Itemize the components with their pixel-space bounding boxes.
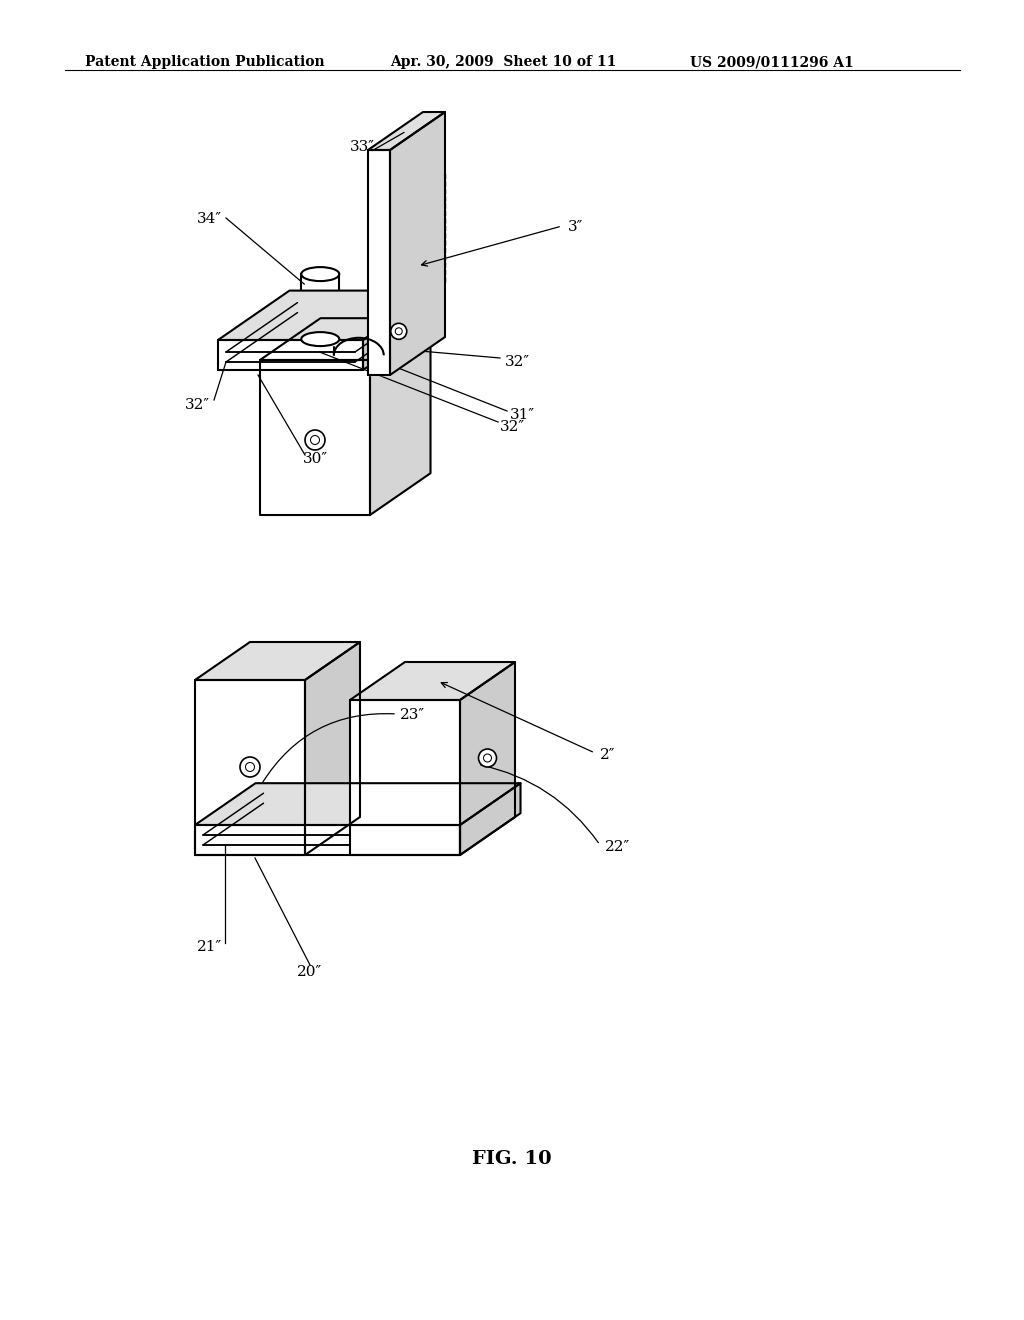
- Text: 23″: 23″: [400, 708, 425, 722]
- Text: 22″: 22″: [605, 840, 630, 854]
- Circle shape: [240, 756, 260, 777]
- Circle shape: [478, 748, 497, 767]
- Text: 21″: 21″: [197, 940, 222, 954]
- Ellipse shape: [301, 333, 339, 346]
- Polygon shape: [195, 642, 360, 680]
- Polygon shape: [460, 663, 515, 855]
- Polygon shape: [362, 290, 434, 370]
- Polygon shape: [218, 341, 362, 370]
- Text: 2″: 2″: [600, 748, 615, 762]
- Text: 32″: 32″: [505, 355, 530, 370]
- Text: Apr. 30, 2009  Sheet 10 of 11: Apr. 30, 2009 Sheet 10 of 11: [390, 55, 616, 69]
- Text: 33″: 33″: [349, 140, 375, 154]
- Polygon shape: [370, 318, 430, 515]
- Polygon shape: [195, 680, 305, 855]
- Polygon shape: [305, 642, 360, 855]
- Polygon shape: [260, 318, 430, 360]
- Polygon shape: [368, 150, 390, 375]
- Circle shape: [305, 430, 325, 450]
- Ellipse shape: [301, 267, 339, 281]
- Text: 34″: 34″: [197, 213, 222, 226]
- Text: 32″: 32″: [500, 420, 525, 434]
- Text: 20″: 20″: [297, 965, 323, 979]
- Polygon shape: [260, 360, 370, 515]
- Text: US 2009/0111296 A1: US 2009/0111296 A1: [690, 55, 854, 69]
- Text: FIG. 10: FIG. 10: [472, 1150, 552, 1168]
- Polygon shape: [460, 783, 520, 855]
- Polygon shape: [195, 783, 520, 825]
- Text: 30″: 30″: [302, 451, 328, 466]
- Polygon shape: [195, 825, 460, 855]
- Circle shape: [391, 323, 407, 339]
- Polygon shape: [350, 700, 460, 855]
- Polygon shape: [218, 290, 434, 341]
- Polygon shape: [350, 663, 515, 700]
- Polygon shape: [368, 112, 445, 150]
- Text: 31″: 31″: [510, 408, 536, 422]
- Polygon shape: [390, 112, 445, 375]
- Text: Patent Application Publication: Patent Application Publication: [85, 55, 325, 69]
- Text: 32″: 32″: [185, 399, 210, 412]
- Text: 3″: 3″: [568, 220, 584, 234]
